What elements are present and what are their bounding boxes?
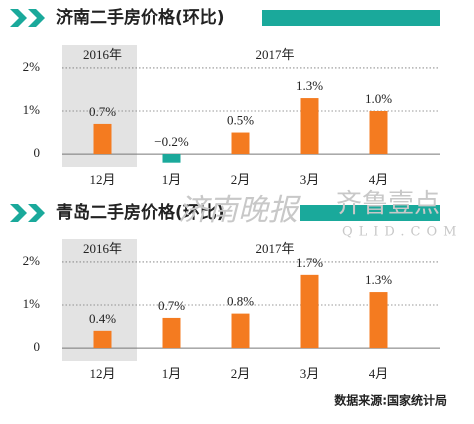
x-tick-label: 2月 (231, 172, 251, 187)
bar (93, 330, 112, 349)
x-tick-label: 2月 (231, 366, 251, 381)
value-label: 0.7% (158, 298, 185, 313)
x-tick-label: 12月 (89, 172, 115, 187)
x-tick-label: 1月 (162, 172, 182, 187)
value-label: 1.7% (296, 255, 323, 270)
year-label: 2016年 (83, 47, 122, 62)
chart-title: 青岛二手房价格(环比) (56, 202, 225, 223)
bar (300, 98, 319, 155)
bar (369, 292, 388, 349)
value-label: 1.3% (296, 78, 323, 93)
bar (93, 123, 112, 155)
value-label: 0.4% (89, 311, 116, 326)
year-label: 2016年 (83, 241, 122, 256)
chevron (10, 204, 27, 222)
y-tick-label: 2% (23, 59, 41, 74)
x-tick-label: 1月 (162, 366, 182, 381)
x-tick-label: 3月 (300, 172, 320, 187)
y-tick-label: 0 (34, 339, 41, 354)
bar (162, 317, 181, 349)
chart-title: 济南二手房价格(环比) (56, 7, 225, 28)
value-label: −0.2% (154, 134, 189, 149)
watermark: 齐鲁壹点 (336, 189, 440, 219)
bar (162, 154, 181, 163)
value-label: 0.5% (227, 113, 254, 128)
watermark: QLID.COM (342, 225, 462, 240)
bar (300, 274, 319, 349)
title-bar (262, 10, 440, 26)
bar (369, 111, 388, 155)
x-tick-label: 4月 (369, 172, 389, 187)
chevron (10, 9, 27, 27)
value-label: 1.3% (365, 272, 392, 287)
bar (231, 313, 250, 349)
year-label: 2017年 (255, 47, 294, 62)
x-tick-label: 4月 (369, 366, 389, 381)
watermark: 济南晚报 (178, 193, 301, 228)
value-label: 1.0% (365, 91, 392, 106)
source: 数据来源:国家统计局 (334, 393, 447, 408)
y-tick-label: 1% (23, 296, 41, 311)
year-label: 2017年 (255, 241, 294, 256)
y-tick-label: 0 (34, 145, 41, 160)
value-label: 0.7% (89, 104, 116, 119)
bar (231, 132, 250, 155)
chevron (28, 204, 45, 222)
x-tick-label: 3月 (300, 366, 320, 381)
x-tick-label: 12月 (89, 366, 115, 381)
chevron (28, 9, 45, 27)
title-bar (300, 205, 440, 221)
value-label: 0.8% (227, 294, 254, 309)
y-tick-label: 1% (23, 102, 41, 117)
y-tick-label: 2% (23, 253, 41, 268)
